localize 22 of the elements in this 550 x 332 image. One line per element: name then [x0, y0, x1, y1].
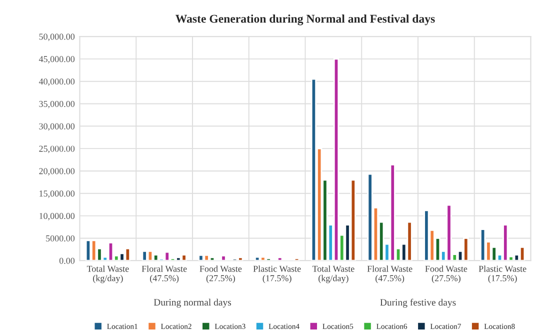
y-tick-label: 40,000.00	[38, 78, 75, 86]
y-tick-label: 30,000.00	[39, 123, 75, 131]
x-tick-label: Total Waste (kg/day)	[86, 265, 129, 284]
x-tick-label: Floral Waste (47.5%)	[142, 265, 187, 284]
chart-title: Waste Generation during Normal and Festival days	[176, 14, 435, 26]
y-tick-label: 0.00	[59, 258, 75, 264]
x-tick-label: Floral Waste (47.5%)	[367, 265, 412, 284]
y-tick-label: 35,000.00	[39, 100, 75, 108]
y-tick-label: 15,000.00	[40, 190, 75, 198]
y-tick-label: 10,000.00	[40, 212, 75, 220]
y-tick-label: 20,000.00	[39, 168, 75, 176]
y-tick-label: 5000.00	[46, 235, 75, 242]
x-tick-label: Food Waste (27.5%)	[200, 265, 242, 284]
x-tick-label: Plastic Waste (17.5%)	[253, 265, 301, 284]
x-tick-label: Plastic Waste (17.5%)	[478, 265, 526, 284]
y-tick-label: 50,000.00	[39, 34, 75, 42]
text: During normal days	[154, 298, 232, 308]
y-tick-label: 25,000.00	[39, 146, 75, 154]
y-tick-label: 45,000.00	[38, 56, 75, 64]
text: During festive days	[380, 298, 456, 308]
x-tick-label: Total Waste (kg/day)	[312, 265, 354, 284]
x-tick-label: Food Waste (27.5%)	[425, 265, 468, 284]
